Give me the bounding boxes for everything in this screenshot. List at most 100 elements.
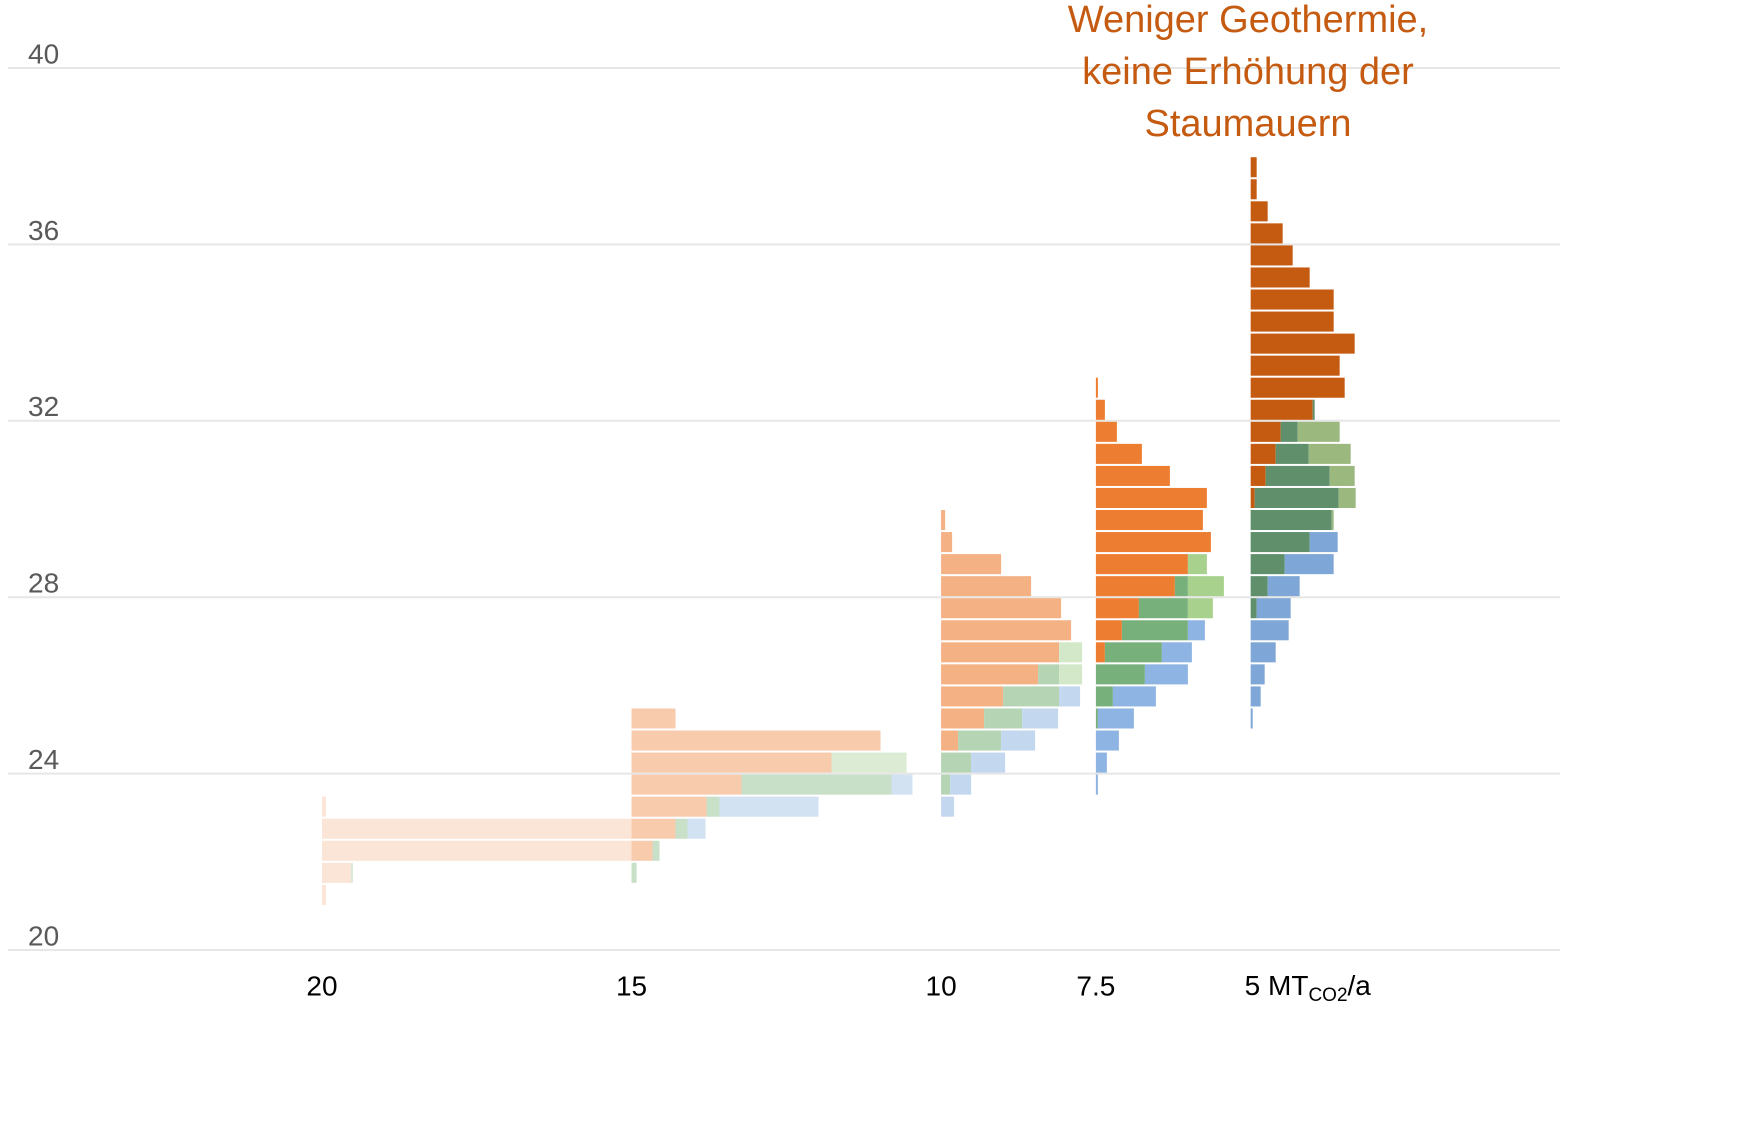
x-tick-label-text: 5 MT <box>1245 970 1309 1001</box>
bar-segment <box>1001 730 1036 751</box>
bar-segment <box>631 752 832 773</box>
bar-segment <box>1059 686 1081 707</box>
bar-segment <box>1250 311 1334 332</box>
bar-segment <box>1250 598 1257 619</box>
bar-segment <box>941 510 946 531</box>
bar-segment <box>1250 333 1355 354</box>
bar-segment <box>1250 465 1266 486</box>
bar-segment <box>1250 421 1281 442</box>
bar-segment <box>1250 201 1268 222</box>
bar-segment <box>1338 487 1356 508</box>
bar-segment <box>1112 686 1156 707</box>
x-tick-label: 20 <box>306 970 337 1001</box>
bar-segment <box>1095 532 1211 553</box>
x-unit-tail: /a <box>1348 970 1372 1001</box>
bar-segment <box>1095 487 1207 508</box>
bar-segment <box>719 796 819 817</box>
bar-segment <box>1256 598 1291 619</box>
x-tick-label: 10 <box>926 970 957 1001</box>
bar-segment <box>941 708 985 729</box>
bar-segment <box>1308 443 1351 464</box>
bar-segment <box>1095 377 1098 398</box>
bar-segment <box>941 598 1062 619</box>
bar-segment <box>1097 708 1134 729</box>
bar-segment <box>1284 554 1334 575</box>
bar-segment <box>1059 642 1083 663</box>
x-tick-label: 5 MTCO2/a <box>1245 970 1372 1006</box>
bar-segment <box>1095 664 1145 685</box>
annotation: Staumauern <box>1144 103 1351 145</box>
bar-segment <box>831 752 907 773</box>
bar-segment <box>1275 443 1309 464</box>
bar-segment <box>1095 686 1113 707</box>
bar-segment <box>1003 686 1060 707</box>
bar-segment <box>1297 421 1340 442</box>
bar-segment <box>631 796 707 817</box>
bar-segment <box>1250 399 1313 420</box>
bar-segment <box>1095 443 1142 464</box>
x-tick-label: 15 <box>616 970 647 1001</box>
y-tick-label: 20 <box>28 920 59 951</box>
bar-segment <box>1187 554 1207 575</box>
bar-segment <box>631 774 742 795</box>
bar-segment <box>1250 267 1310 288</box>
bar-segment <box>1059 664 1083 685</box>
bar-segment <box>631 730 881 751</box>
bar-segment <box>1250 289 1334 310</box>
y-tick-label: 40 <box>28 38 59 69</box>
bar-segment <box>1138 598 1188 619</box>
bar-segment <box>321 818 632 839</box>
bar-segment <box>321 884 326 905</box>
bar-segment <box>1331 510 1334 531</box>
bar-segment <box>1095 620 1122 641</box>
bar-segment <box>941 730 959 751</box>
bar-segment <box>971 752 1006 773</box>
bar-segment <box>941 620 1072 641</box>
bar-segment <box>1095 708 1098 729</box>
bar-segment <box>1250 443 1276 464</box>
bars <box>321 157 1356 905</box>
bar-segment <box>321 840 632 861</box>
bar-segment <box>706 796 720 817</box>
bar-segment <box>1250 642 1276 663</box>
bar-segment <box>631 840 653 861</box>
bar-segment <box>1250 576 1268 597</box>
bar-segment <box>1267 576 1300 597</box>
bar-segment <box>1250 686 1261 707</box>
bar-segment <box>1144 664 1188 685</box>
bar-segment <box>941 686 1004 707</box>
annotation: Weniger Geothermie, <box>1068 0 1428 41</box>
bar-segment <box>1022 708 1059 729</box>
bar-segment <box>1329 465 1355 486</box>
bar-segment <box>1187 620 1205 641</box>
annotation: keine Erhöhung der <box>1082 51 1414 93</box>
bar-segment <box>1187 576 1224 597</box>
bar-segment <box>1095 752 1107 773</box>
bar-segment <box>1250 157 1257 178</box>
bar-segment <box>1095 510 1203 531</box>
bar-segment <box>631 818 676 839</box>
bar-segment <box>1250 708 1253 729</box>
bar-segment <box>350 862 353 883</box>
bar-segment <box>652 840 660 861</box>
bar-segment <box>891 774 913 795</box>
bar-segment <box>941 532 953 553</box>
bar-segment <box>687 818 706 839</box>
bar-segment <box>1250 355 1340 376</box>
bar-segment <box>1095 399 1105 420</box>
bar-segment <box>1250 223 1283 244</box>
bar-segment <box>958 730 1002 751</box>
bar-segment <box>941 554 1002 575</box>
bar-segment <box>1265 465 1330 486</box>
x-unit-sub: CO2 <box>1308 985 1347 1006</box>
bar-segment <box>1095 554 1188 575</box>
bar-segment <box>1095 598 1139 619</box>
bar-segment <box>1250 620 1289 641</box>
bar-segment <box>1280 421 1298 442</box>
bar-segment <box>1095 576 1175 597</box>
bar-segment <box>941 774 951 795</box>
bar-segment <box>1250 554 1285 575</box>
bar-segment <box>1095 730 1119 751</box>
bar-segment <box>1250 179 1257 200</box>
